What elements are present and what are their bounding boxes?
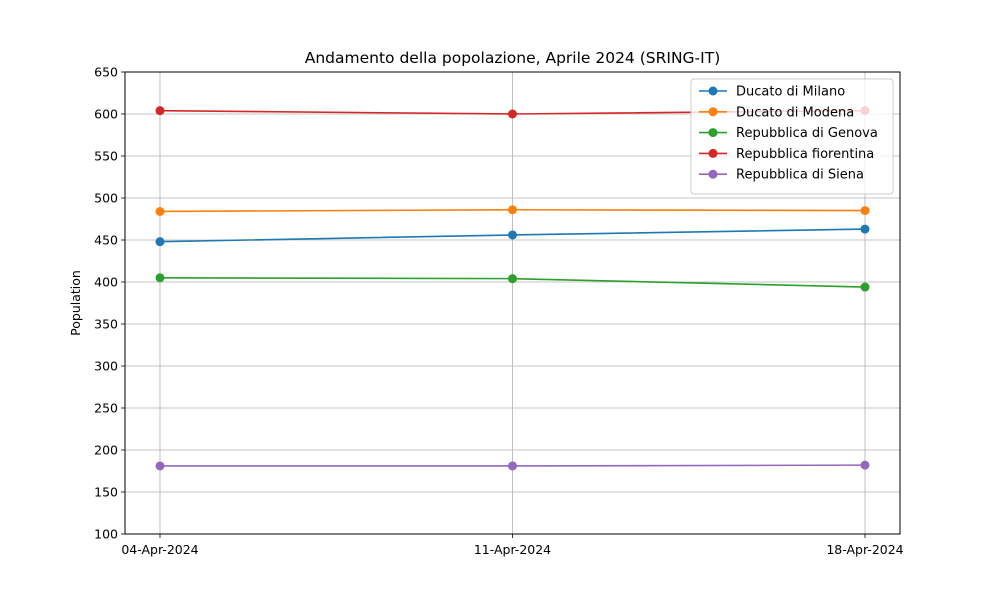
data-point xyxy=(155,273,165,283)
data-point xyxy=(155,106,165,116)
y-tick-label: 600 xyxy=(94,107,118,122)
data-point xyxy=(155,461,165,471)
y-tick-label: 100 xyxy=(94,527,118,542)
x-tick-label: 04-Apr-2024 xyxy=(121,542,198,557)
data-point xyxy=(860,460,870,470)
y-tick-label: 250 xyxy=(94,401,118,416)
y-tick-label: 500 xyxy=(94,191,118,206)
y-tick-label: 400 xyxy=(94,275,118,290)
y-tick-label: 650 xyxy=(94,65,118,80)
series-repubblica-di-genova xyxy=(155,273,870,292)
y-tick-label: 150 xyxy=(94,485,118,500)
legend-swatch-marker xyxy=(708,86,718,96)
y-tick-label: 300 xyxy=(94,359,118,374)
legend-label: Repubblica fiorentina xyxy=(736,147,874,162)
legend-label: Ducato di Milano xyxy=(736,85,845,100)
data-point xyxy=(508,230,517,240)
data-point xyxy=(508,274,517,284)
y-tick-label: 350 xyxy=(94,317,118,332)
legend: Ducato di Milano Ducato di Modena Repubbli… xyxy=(690,78,894,195)
y-tick-label: 450 xyxy=(94,233,118,248)
y-tick-label: 550 xyxy=(94,149,118,164)
tick-layer: 100 150 200 250 300 350 400 450 500 550 600 650 04-A… xyxy=(94,65,904,558)
data-point xyxy=(508,205,517,215)
legend-swatch-marker xyxy=(708,169,718,179)
series-repubblica-di-siena xyxy=(155,460,870,471)
x-tick-label: 18-Apr-2024 xyxy=(826,542,903,557)
legend-label: Repubblica di Genova xyxy=(736,126,878,141)
data-point xyxy=(155,237,165,247)
legend-label: Ducato di Modena xyxy=(736,105,854,120)
series-ducato-di-modena xyxy=(155,205,870,216)
legend-swatch-marker xyxy=(708,128,718,138)
data-point xyxy=(155,206,165,216)
x-tick-label: 11-Apr-2024 xyxy=(474,542,551,557)
y-tick-label: 200 xyxy=(94,443,118,458)
legend-label: Repubblica di Siena xyxy=(736,168,864,183)
series-ducato-di-milano xyxy=(155,224,870,247)
chart-title: Andamento della popolazione, Aprile 2024… xyxy=(305,49,721,67)
data-point xyxy=(860,224,870,234)
data-point xyxy=(508,461,517,471)
data-point xyxy=(508,109,517,119)
data-point xyxy=(860,282,870,292)
y-axis-label: Population xyxy=(68,270,83,336)
legend-box xyxy=(690,78,894,195)
data-point xyxy=(860,206,870,216)
legend-swatch-marker xyxy=(708,148,718,158)
legend-swatch-marker xyxy=(708,107,718,117)
